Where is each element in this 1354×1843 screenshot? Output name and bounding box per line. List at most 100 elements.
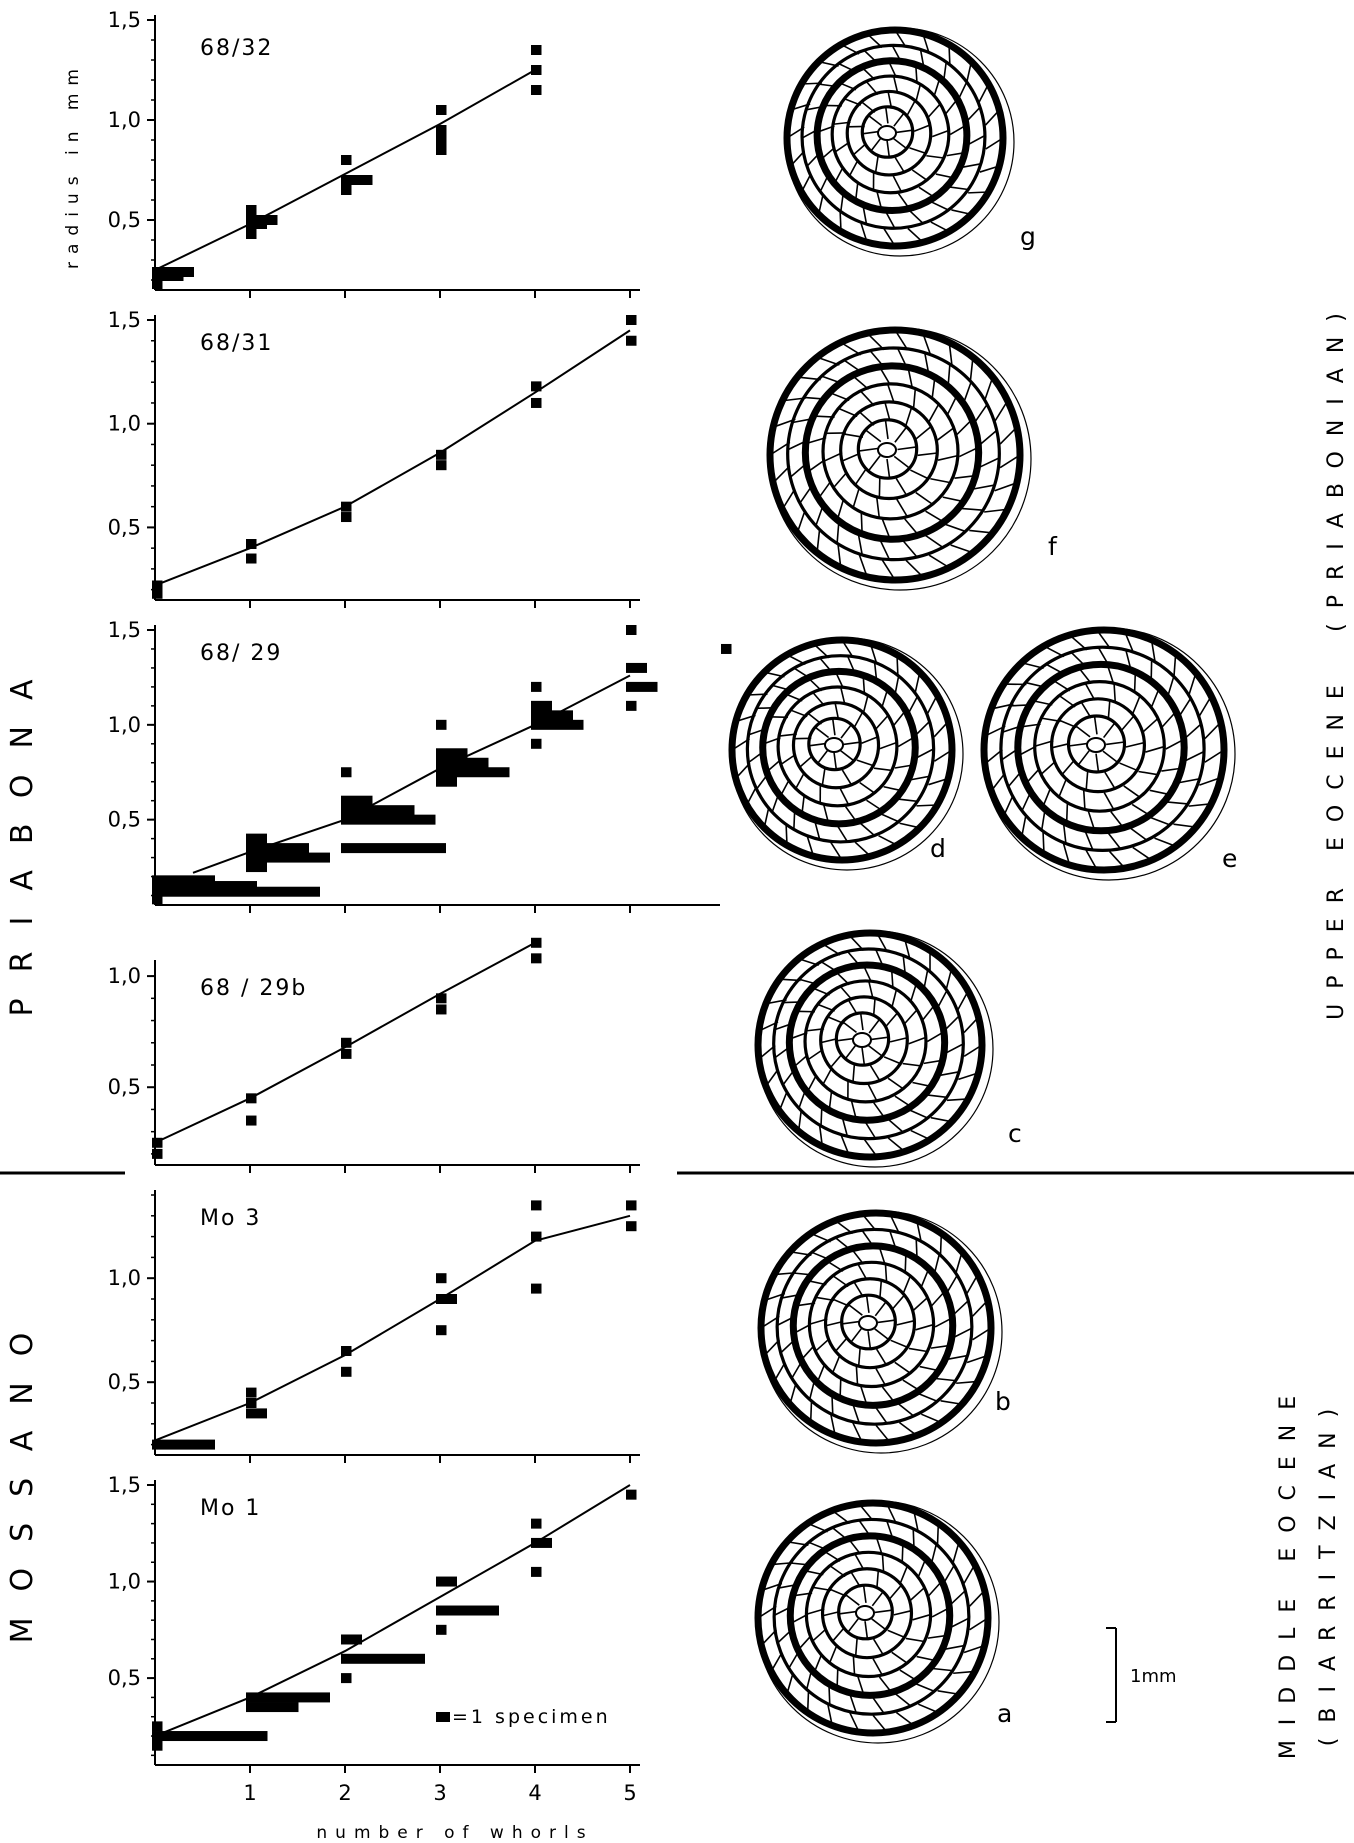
chamber-septum: [908, 1347, 928, 1353]
chamber-septum: [914, 672, 921, 693]
whorl-ring: [804, 1550, 933, 1679]
whorl-ring: [860, 105, 915, 159]
histogram-bar: [436, 1624, 447, 1635]
whorl-ring: [845, 89, 933, 177]
histogram-bar: [246, 1692, 330, 1703]
fossil-specimen-c: c: [754, 929, 1022, 1168]
histogram-bar: [531, 65, 542, 75]
chamber-septum: [946, 1098, 969, 1102]
trend-line: [154, 1214, 631, 1442]
histogram-bar: [436, 1004, 447, 1015]
chamber-septum: [860, 1386, 868, 1406]
histogram-bar: [436, 1294, 457, 1304]
histogram-bar: [531, 1537, 552, 1548]
chamber-septum: [848, 1693, 858, 1714]
chamber-septum: [897, 798, 918, 803]
histogram-bar: [721, 643, 732, 654]
chamber-septum: [879, 539, 891, 560]
y-tick-label: 0,5: [108, 808, 141, 832]
chamber-septum: [1104, 771, 1116, 789]
chamber-septum: [816, 529, 821, 553]
chamber-septum: [836, 1037, 854, 1042]
chamber-septum: [836, 499, 845, 521]
chamber-septum: [894, 1361, 911, 1374]
histogram-bar: [436, 1576, 457, 1587]
chamber-septum: [873, 1102, 886, 1119]
chamber-septum: [867, 455, 881, 472]
chamber-septum: [862, 964, 873, 983]
chamber-septum: [952, 1300, 969, 1316]
chamber-septum: [916, 1655, 936, 1662]
chamber-septum: [863, 1139, 878, 1158]
chamber-septum: [904, 1009, 918, 1024]
chamber-septum: [821, 768, 826, 786]
histogram-bar: [152, 1740, 163, 1751]
histogram-bar: [246, 539, 257, 549]
chamber-septum: [1150, 687, 1160, 708]
histogram-bar: [246, 553, 257, 564]
chamber-septum: [842, 1021, 857, 1033]
chamber-septum: [956, 418, 973, 436]
specimen-letter: a: [997, 1699, 1012, 1728]
chamber-septum: [896, 498, 909, 518]
whorl-ring: [830, 74, 951, 195]
fossil-specimen-d: d: [728, 636, 964, 871]
chamber-septum: [894, 1692, 912, 1707]
chamber-septum: [894, 157, 905, 173]
scale-bar: 1mm: [1106, 1627, 1177, 1723]
chamber-septum: [870, 137, 882, 152]
chamber-septum: [839, 749, 855, 762]
histogram-bar: [152, 875, 215, 886]
chamber-septum: [945, 98, 959, 114]
chamber-septum: [828, 1645, 838, 1664]
chamber-septum: [1106, 831, 1122, 850]
x-tick-label: 5: [623, 1781, 636, 1805]
sample-title: 68/31: [200, 331, 273, 356]
chart-panel-4: 1,0 0,5 68 / 29b: [108, 937, 640, 1173]
chamber-septum: [1065, 802, 1069, 824]
proloculus: [855, 1605, 875, 1621]
sample-title: Mo 1: [200, 1496, 261, 1521]
chamber-septum: [781, 488, 796, 510]
chamber-septum: [869, 643, 878, 664]
chamber-septum: [946, 394, 958, 415]
chamber-septum: [852, 1656, 856, 1675]
chamber-septum: [915, 1323, 934, 1331]
whorl-ring: [807, 716, 862, 772]
chamber-septum: [1062, 842, 1071, 866]
legend-marker: [436, 1712, 450, 1722]
whorl-ring: [800, 43, 987, 230]
chamber-septum: [994, 400, 1009, 422]
y-tick-label: 0,5: [108, 1370, 141, 1394]
chamber-septum: [912, 1510, 919, 1532]
whorl-ring: [1014, 660, 1188, 835]
chamber-septum: [778, 1090, 788, 1112]
chamber-septum: [823, 451, 843, 463]
chamber-septum: [886, 1503, 897, 1524]
chamber-septum: [871, 1618, 887, 1631]
chamber-septum: [1204, 721, 1222, 740]
chamber-septum: [875, 1348, 887, 1366]
chamber-septum: [878, 834, 898, 846]
chamber-septum: [816, 1364, 826, 1383]
chamber-septum: [876, 497, 881, 519]
chamber-septum: [913, 124, 931, 133]
chamber-septum: [833, 166, 844, 184]
chamber-septum: [1102, 722, 1116, 739]
histogram-bar: [626, 1221, 637, 1232]
histogram-bar: [341, 814, 436, 825]
chamber-septum: [1131, 695, 1141, 715]
chamber-septum: [807, 1048, 824, 1061]
chamber-septum: [844, 1044, 857, 1060]
chamber-septum: [827, 1704, 834, 1726]
chamber-septum: [1096, 629, 1111, 650]
chamber-septum: [918, 186, 935, 199]
chamber-septum: [999, 426, 1018, 445]
chamber-septum: [850, 1327, 863, 1343]
chamber-septum: [924, 534, 944, 549]
chamber-septum: [928, 554, 950, 569]
chamber-septum: [779, 779, 790, 797]
chamber-septum: [884, 1263, 888, 1283]
chamber-septum: [855, 1366, 859, 1385]
